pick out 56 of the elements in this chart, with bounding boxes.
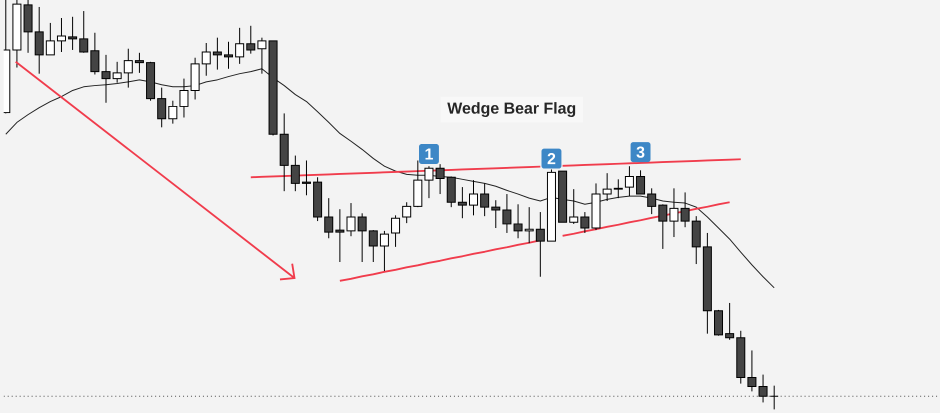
candlestick <box>34 6 44 74</box>
candlestick <box>290 154 300 192</box>
candlestick <box>179 78 188 118</box>
candlestick <box>90 32 100 75</box>
candlestick <box>224 41 234 70</box>
candlestick <box>124 48 133 88</box>
candlestick <box>514 204 523 239</box>
candlestick <box>368 229 378 262</box>
candlestick <box>56 17 66 52</box>
candlestick <box>636 170 646 194</box>
candlestick <box>212 36 222 70</box>
candlestick <box>624 166 634 196</box>
candlestick <box>602 172 612 202</box>
candlestick <box>468 179 478 216</box>
candlestick <box>134 52 144 74</box>
annotation: 1 <box>426 148 433 160</box>
candlestick <box>391 214 400 248</box>
candlestick <box>536 211 545 278</box>
candlestick <box>235 27 244 64</box>
candlestick <box>246 25 256 54</box>
candlestick <box>424 166 434 198</box>
candlestick <box>79 10 88 54</box>
candlestick <box>491 200 500 228</box>
candlestick <box>46 22 55 56</box>
candlestick <box>680 192 690 228</box>
candlestick <box>257 36 266 74</box>
candlestick <box>68 16 78 50</box>
candlestick <box>647 188 656 214</box>
candlestick <box>458 186 467 219</box>
candlestick <box>112 61 122 84</box>
candlestick <box>335 208 344 262</box>
candlestick <box>580 211 590 234</box>
candlestick <box>358 212 367 262</box>
candlestick <box>202 42 211 76</box>
candlestick <box>402 202 412 224</box>
candlestick <box>725 302 734 340</box>
candlestick <box>758 374 768 403</box>
candlestick <box>480 182 490 216</box>
annotation: 2 <box>548 152 556 164</box>
candlestick <box>324 197 334 239</box>
candlestick <box>302 160 311 196</box>
candlestick <box>658 204 668 250</box>
candlestick <box>524 206 534 244</box>
candlestick <box>436 163 445 194</box>
candlestick <box>502 193 512 234</box>
candlestick <box>770 384 779 410</box>
candlestick <box>380 230 389 272</box>
candlestick <box>346 202 356 237</box>
candlestick <box>569 188 578 224</box>
candlestick <box>102 54 111 104</box>
candlestick <box>157 86 166 128</box>
annotation: Wedge Bear Flag <box>447 102 576 117</box>
candlestick <box>168 100 178 124</box>
candlestick <box>669 188 678 238</box>
annotation: 3 <box>636 146 644 158</box>
candlestick <box>747 350 756 392</box>
